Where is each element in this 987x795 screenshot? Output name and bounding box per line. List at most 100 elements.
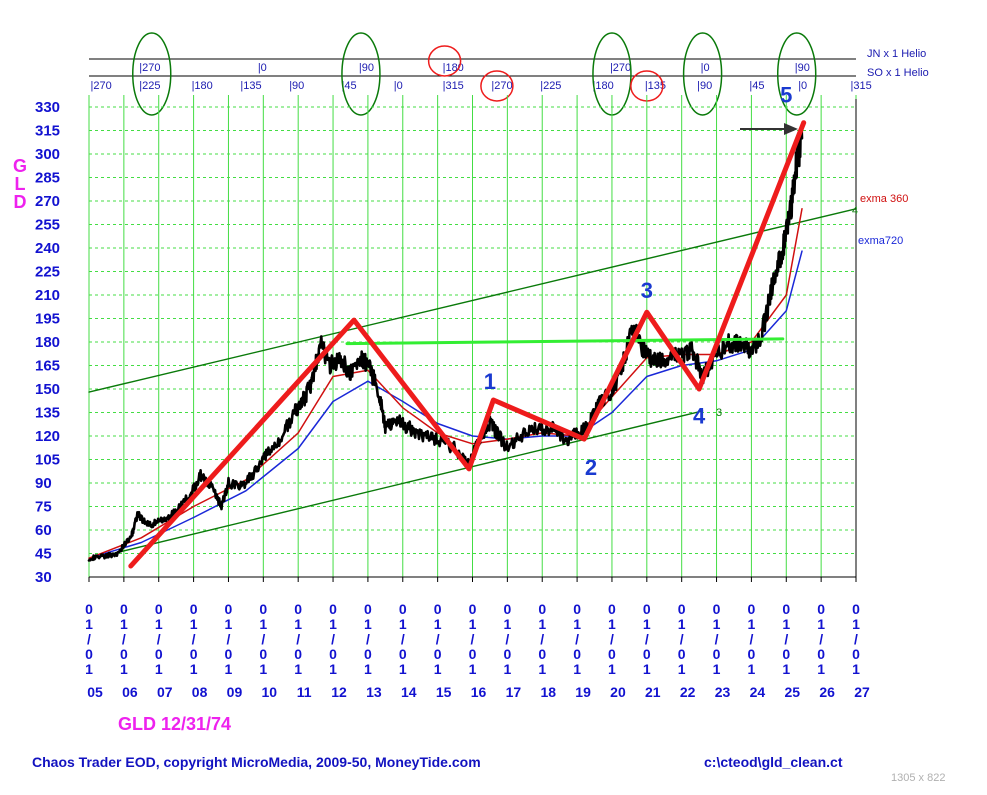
y-tick-label: 255 bbox=[35, 217, 60, 234]
green-cycle-circle bbox=[132, 32, 172, 116]
x-tick-char: / bbox=[715, 631, 719, 647]
axes: 3045607590105120135150165180195210225240… bbox=[35, 99, 870, 700]
x-tick-char: 1 bbox=[538, 616, 546, 632]
x-tick-char: 0 bbox=[85, 601, 93, 617]
x-tick-date: 01/01 bbox=[643, 601, 651, 677]
so-cycle-tick: |180 bbox=[192, 80, 213, 92]
x-tick-char: 0 bbox=[399, 646, 407, 662]
x-tick-char: 1 bbox=[852, 616, 860, 632]
x-tick-date: 01/01 bbox=[678, 601, 686, 677]
x-tick-year: 22 bbox=[680, 684, 696, 700]
x-tick-char: 0 bbox=[643, 646, 651, 662]
so-cycle-tick: |135 bbox=[240, 80, 261, 92]
y-tick-label: 60 bbox=[35, 522, 52, 539]
x-tick-char: 1 bbox=[852, 661, 860, 677]
x-tick-char: 0 bbox=[503, 646, 511, 662]
x-tick-date: 01/01 bbox=[469, 601, 477, 677]
green-cycle-circle bbox=[776, 32, 817, 116]
x-tick-date: 01/01 bbox=[748, 601, 756, 677]
x-tick-year: 16 bbox=[471, 684, 487, 700]
wave-label-5: 5 bbox=[780, 82, 792, 107]
x-tick-char: 1 bbox=[469, 661, 477, 677]
channel-upper-line bbox=[88, 208, 857, 393]
x-tick-char: 1 bbox=[225, 616, 233, 632]
x-tick-char: 1 bbox=[608, 661, 616, 677]
x-tick-char: 1 bbox=[294, 616, 302, 632]
so-cycle-tick: |0 bbox=[798, 80, 807, 92]
image-size-label: 1305 x 822 bbox=[891, 772, 945, 784]
x-tick-char: 1 bbox=[643, 661, 651, 677]
x-tick-char: 0 bbox=[852, 601, 860, 617]
x-tick-char: / bbox=[540, 631, 544, 647]
wave-zigzag-line bbox=[128, 120, 807, 569]
x-tick-char: / bbox=[749, 631, 753, 647]
x-tick-char: / bbox=[854, 631, 858, 647]
x-tick-date: 01/01 bbox=[782, 601, 790, 677]
x-tick-char: / bbox=[401, 631, 405, 647]
x-tick-char: / bbox=[784, 631, 788, 647]
x-tick-char: 0 bbox=[469, 601, 477, 617]
x-tick-char: 1 bbox=[434, 616, 442, 632]
so-cycle-tick: |135 bbox=[645, 80, 666, 92]
x-tick-char: 0 bbox=[817, 601, 825, 617]
x-tick-char: 0 bbox=[294, 646, 302, 662]
y-tick-label: 90 bbox=[35, 475, 52, 492]
x-tick-char: 1 bbox=[782, 661, 790, 677]
x-tick-char: 1 bbox=[259, 661, 267, 677]
x-tick-char: 1 bbox=[503, 661, 511, 677]
x-tick-char: 1 bbox=[782, 616, 790, 632]
x-tick-char: / bbox=[680, 631, 684, 647]
so-cycle-tick: |225 bbox=[139, 80, 160, 92]
horizontal-resistance-line bbox=[345, 337, 785, 346]
x-tick-char: / bbox=[471, 631, 475, 647]
y-tick-label: 240 bbox=[35, 240, 60, 257]
jn-cycle-tick: |270 bbox=[610, 62, 631, 74]
jn-cycle-tick: |180 bbox=[443, 62, 464, 74]
x-tick-year: 21 bbox=[645, 684, 661, 700]
x-tick-date: 01/01 bbox=[155, 601, 163, 677]
x-tick-year: 12 bbox=[331, 684, 347, 700]
x-tick-char: 0 bbox=[538, 646, 546, 662]
x-tick-date: 01/01 bbox=[259, 601, 267, 677]
x-tick-date: 01/01 bbox=[608, 601, 616, 677]
x-tick-char: 0 bbox=[85, 646, 93, 662]
x-tick-date: 01/01 bbox=[120, 601, 128, 677]
x-tick-year: 23 bbox=[715, 684, 731, 700]
wave-label-3: 3 bbox=[641, 278, 653, 303]
x-tick-char: 1 bbox=[155, 616, 163, 632]
x-tick-date: 01/01 bbox=[852, 601, 860, 677]
x-tick-char: 0 bbox=[643, 601, 651, 617]
x-tick-char: 1 bbox=[817, 616, 825, 632]
y-tick-label: 105 bbox=[35, 452, 60, 469]
x-tick-char: 1 bbox=[399, 661, 407, 677]
y-tick-label: 135 bbox=[35, 405, 60, 422]
x-tick-char: 1 bbox=[120, 616, 128, 632]
x-tick-char: 1 bbox=[678, 616, 686, 632]
x-tick-year: 11 bbox=[297, 684, 312, 700]
channel-lower-line bbox=[105, 410, 704, 556]
x-tick-char: 0 bbox=[538, 601, 546, 617]
x-tick-year: 09 bbox=[227, 684, 243, 700]
x-tick-char: 0 bbox=[573, 601, 581, 617]
x-tick-date: 01/01 bbox=[713, 601, 721, 677]
plot-lines bbox=[87, 120, 857, 569]
x-tick-char: / bbox=[157, 631, 161, 647]
y-tick-label: 270 bbox=[35, 193, 60, 210]
x-tick-char: 0 bbox=[364, 601, 372, 617]
x-tick-char: 1 bbox=[329, 616, 337, 632]
x-tick-char: 0 bbox=[120, 646, 128, 662]
so-cycle-tick: |315 bbox=[851, 80, 872, 92]
x-tick-char: 1 bbox=[678, 661, 686, 677]
cycle-scale: |270 |0 |90 |180 |270 |0 |90 |270 |225 |180 |135 |9… bbox=[89, 32, 929, 116]
so-cycle-tick: |180 bbox=[593, 80, 614, 92]
x-tick-char: 1 bbox=[748, 616, 756, 632]
x-tick-char: 1 bbox=[85, 661, 93, 677]
x-tick-char: 0 bbox=[608, 601, 616, 617]
y-tick-label: 300 bbox=[35, 146, 60, 163]
x-tick-char: 1 bbox=[469, 616, 477, 632]
x-tick-char: 1 bbox=[608, 616, 616, 632]
x-tick-year: 24 bbox=[750, 684, 766, 700]
x-tick-char: 1 bbox=[713, 661, 721, 677]
